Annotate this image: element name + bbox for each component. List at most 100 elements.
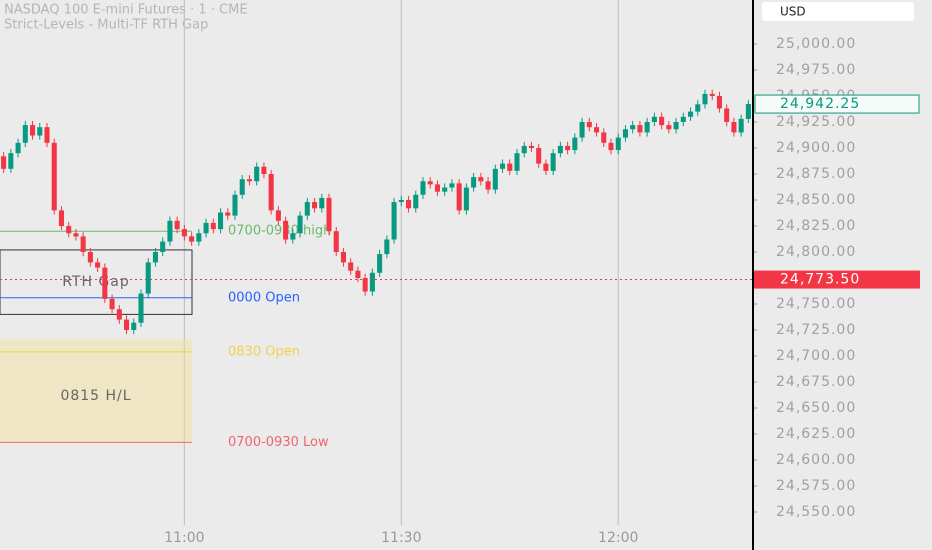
candle-body [225,212,231,216]
candle-body [51,142,57,211]
candle-body [174,220,180,230]
candle-body [659,116,665,126]
candle-body [507,163,513,171]
candle-body [22,125,28,143]
candle-body [565,145,571,151]
candle-body [377,254,383,273]
candle-body [304,202,310,216]
candle-body [15,142,21,154]
candle-body [550,153,556,171]
candle-body [384,239,390,255]
y-tick-label: 24,850.00 [776,192,856,208]
candle-body [695,104,701,112]
candle-body [37,127,43,136]
candle-body [189,236,195,242]
box-label: RTH Gap [62,274,130,290]
candle-body [543,163,549,171]
candle-body [30,125,36,136]
candle-body [500,163,506,169]
candle-body [442,187,448,192]
candle-body [615,137,621,151]
candle-body [478,177,484,182]
candle-body [572,137,578,151]
candle-body [109,298,115,310]
chart-subtitle: Strict-Levels - Multi-TF RTH Gap [4,18,208,33]
y-tick-label: 24,825.00 [776,218,856,234]
candle-body [196,233,202,242]
candle-body [218,212,224,230]
candle-body [116,309,122,320]
candle-body [275,210,281,221]
level-box [0,339,192,443]
candle-body [579,121,585,138]
y-tick-label: 24,900.00 [776,140,856,156]
y-tick-label: 24,875.00 [776,166,856,182]
candle-body [152,251,158,263]
candle-body [463,187,469,211]
y-tick-label: 24,750.00 [776,296,856,312]
candle-body [254,166,260,182]
candle-body [58,210,64,226]
candle-body [44,127,50,143]
candle-body [362,277,368,292]
candle-body [66,225,72,234]
candle-body [716,95,722,109]
candle-body [131,322,137,330]
candle-body [731,121,737,133]
candle-body [369,272,375,292]
y-tick-label: 24,600.00 [776,452,856,468]
candle-body [406,199,412,209]
candle-body [348,262,354,271]
candle-body [630,125,636,130]
candle-body [637,125,643,133]
candle-body [145,262,151,294]
candle-body [268,173,274,211]
y-tick-label: 24,650.00 [776,400,856,416]
candle-body [471,177,477,188]
candle-body [102,267,108,299]
candle-body [456,183,462,211]
y-tick-label: 24,575.00 [776,478,856,494]
currency[interactable]: USD [780,5,806,19]
candle-body [124,319,130,330]
candle-body [644,121,650,133]
candle-body [514,153,520,171]
candle-body [536,147,542,164]
candle-body [1,156,7,169]
candle-body [232,194,238,216]
y-tick-label: 24,550.00 [776,504,856,520]
candle-body [673,121,679,130]
level-label: 0830 Open [228,344,300,359]
candle-body [449,183,455,188]
currency-box[interactable] [762,2,914,21]
candle-body [355,270,361,278]
level-box [0,249,193,315]
candle-body [181,229,187,237]
y-tick-label: 24,700.00 [776,348,856,364]
chart-title: NASDAQ 100 E-mini Futures · 1 · CME [4,3,248,18]
candle-body [333,231,339,252]
candle-body [745,104,751,119]
candle-body [160,241,166,252]
candle-body [688,111,694,117]
candle-body [492,168,498,190]
y-tick-label: 24,625.00 [776,426,856,442]
candle-body [738,118,744,133]
candle-body [326,197,332,232]
candle-body [138,293,144,323]
candle-body [261,166,267,174]
candle-body [680,116,686,122]
box-label: 0815 H/L [60,388,131,404]
last-price-box [754,94,920,114]
candle-body [95,262,101,268]
candle-body [622,129,628,138]
last-price-label: 24,942.25 [780,96,860,112]
candle-body [290,233,296,240]
candle-body [586,121,592,128]
candle-body [557,145,563,154]
candle-body [283,220,289,240]
x-tick-label: 12:00 [598,530,638,546]
x-tick-label: 11:30 [381,530,421,546]
candle-body [8,153,14,169]
candle-body [87,251,93,263]
